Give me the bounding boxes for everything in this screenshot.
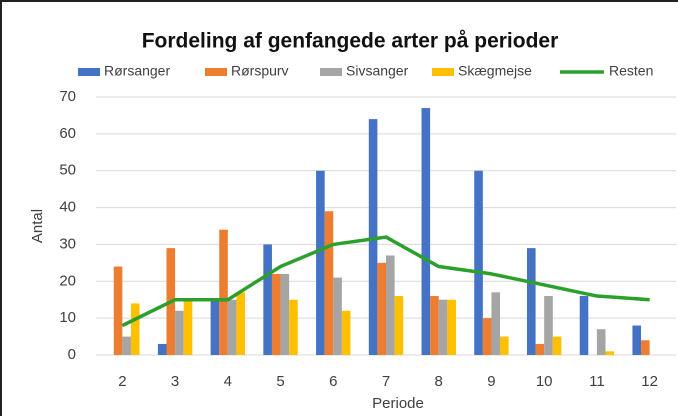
y-tick-label: 70 — [59, 88, 76, 105]
bar — [535, 343, 545, 355]
x-tick-label: 6 — [329, 373, 337, 390]
bar — [263, 244, 272, 355]
legend-marker — [320, 68, 342, 76]
x-tick-label: 11 — [589, 373, 605, 390]
bar — [236, 292, 246, 355]
legend-label: Rørsanger — [104, 63, 170, 79]
bar — [438, 299, 448, 355]
x-tick-label: 3 — [171, 373, 179, 390]
bar — [157, 343, 167, 355]
bar — [491, 292, 501, 355]
bar — [386, 255, 395, 355]
bar — [552, 336, 562, 355]
bar — [579, 296, 589, 355]
bar — [605, 351, 615, 355]
bar — [368, 119, 378, 355]
x-tick-label: 2 — [118, 373, 126, 390]
legend-label: Sivsanger — [346, 63, 409, 79]
x-tick-label: 10 — [536, 373, 553, 390]
legend-label: Resten — [609, 63, 653, 79]
chart-title: Fordeling af genfangede arter på periode… — [142, 30, 559, 53]
bar — [341, 310, 351, 355]
bar — [333, 277, 342, 355]
x-tick-label: 8 — [435, 373, 443, 390]
bar — [632, 325, 642, 355]
x-axis-label: Periode — [372, 395, 424, 412]
bar — [377, 262, 386, 355]
x-tick-label: 7 — [382, 373, 390, 390]
y-tick-label: 50 — [59, 162, 76, 179]
bar — [430, 296, 439, 355]
legend-marker — [432, 68, 454, 76]
legend-label: Rørspurv — [231, 63, 289, 79]
bar — [421, 108, 431, 355]
bar — [447, 299, 456, 355]
bar — [175, 310, 184, 355]
bar — [271, 273, 281, 355]
bar — [500, 336, 509, 355]
x-tick-label: 4 — [224, 373, 232, 390]
bar — [130, 303, 140, 355]
y-tick-label: 40 — [59, 199, 76, 216]
legend-label: Skægmejse — [458, 63, 532, 79]
bar — [482, 318, 492, 355]
bar — [641, 340, 650, 355]
bar — [544, 296, 553, 355]
bar — [280, 273, 290, 355]
bar — [113, 266, 123, 355]
bar — [219, 229, 228, 355]
y-tick-label: 20 — [59, 272, 76, 289]
y-tick-label: 0 — [68, 346, 76, 363]
x-tick-label: 9 — [487, 373, 495, 390]
y-tick-label: 10 — [59, 309, 76, 326]
legend-marker — [205, 68, 227, 76]
bar — [316, 170, 325, 355]
bar — [122, 336, 131, 355]
bar — [324, 211, 334, 355]
bar — [183, 299, 193, 355]
bar — [474, 170, 483, 355]
legend-marker — [78, 68, 100, 76]
x-tick-label: 5 — [276, 373, 284, 390]
line — [121, 235, 650, 328]
bar — [210, 299, 220, 355]
y-tick-label: 60 — [59, 125, 76, 142]
y-axis-label: Antal — [29, 209, 46, 243]
x-tick-label: 12 — [641, 373, 658, 390]
bar — [394, 296, 404, 355]
y-tick-label: 30 — [59, 235, 76, 252]
bar — [227, 299, 237, 355]
bar — [526, 248, 536, 355]
bar — [596, 329, 606, 355]
bar — [289, 299, 298, 355]
